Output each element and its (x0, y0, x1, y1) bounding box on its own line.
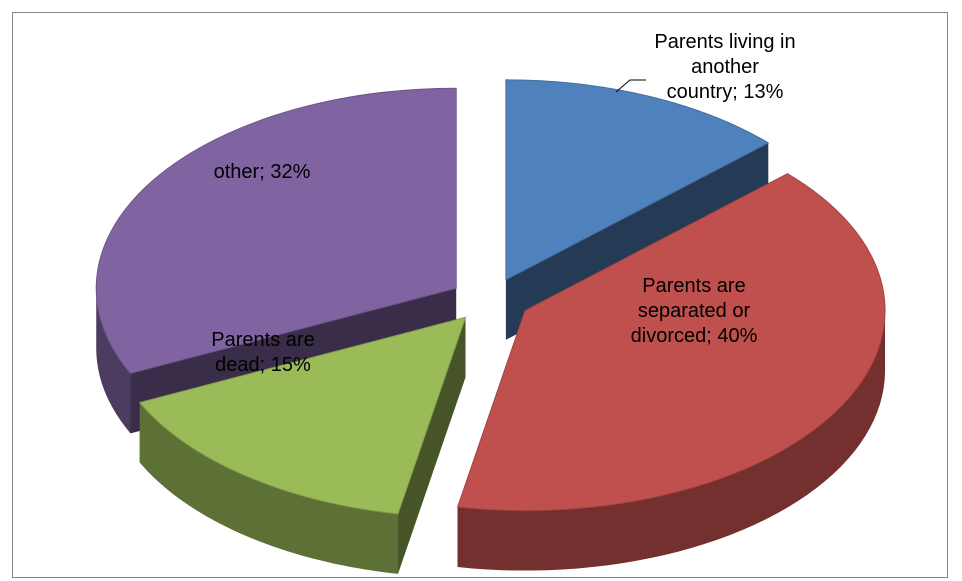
slice-outer-wall (457, 310, 886, 571)
pie-slice-2 (138, 316, 467, 515)
slice-label-3: other; 32% (214, 161, 311, 183)
slice-outer-wall (139, 402, 399, 574)
slice-label-line: Parents are (211, 329, 314, 351)
slice-label-line: other; 32% (214, 161, 311, 183)
slice-label-2: Parents are dead; 15% (211, 329, 314, 376)
slice-label-line: Parents living in (654, 31, 795, 53)
slice-label-line: divorced; 40% (631, 325, 758, 347)
pie-slice-3 (95, 87, 457, 374)
slice-label-1: Parents are separated or divorced; 40% (631, 275, 758, 347)
pie-slice-0 (505, 79, 770, 281)
slice-tops (95, 79, 886, 515)
slice-label-line: separated or (638, 300, 751, 322)
slice-label-line: another (691, 56, 759, 78)
slice-outer-wall (96, 289, 131, 434)
slice-label-line: country; 13% (667, 81, 784, 103)
slice-labels: Parents living in another country; 13%Pare… (211, 31, 795, 376)
slice-label-0: Parents living in another country; 13% (654, 31, 795, 103)
pie-slice-1 (456, 173, 886, 512)
slice-label-line: dead; 15% (215, 354, 311, 376)
slice-label-line: Parents are (642, 275, 745, 297)
leader-line (615, 79, 646, 93)
